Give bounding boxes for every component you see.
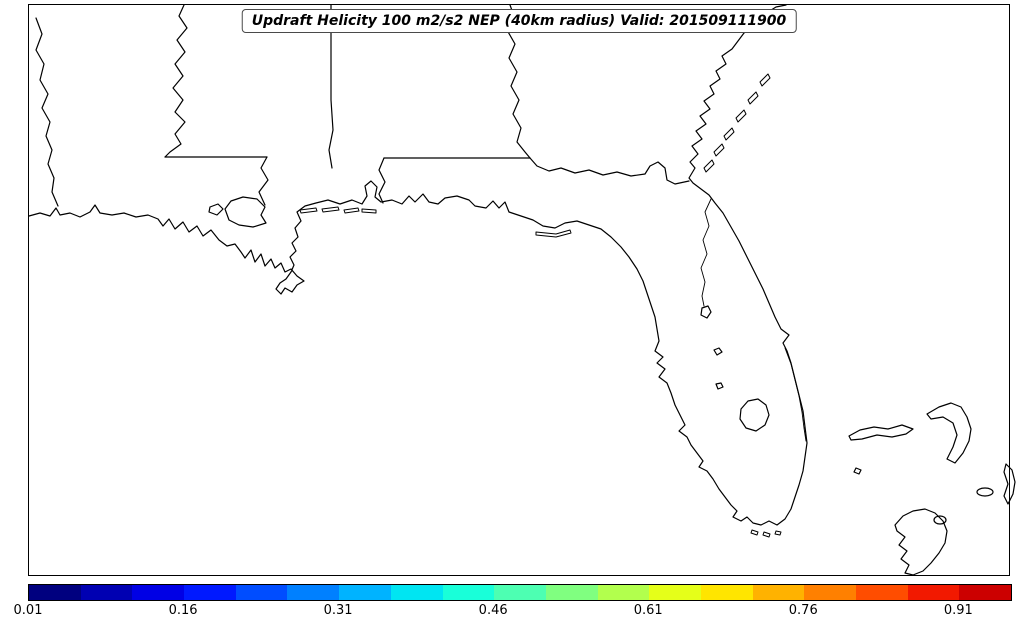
colorbar-tick-label: 0.16 [168,603,198,618]
colorbar-segment [649,585,701,600]
florida-keys-islet [762,531,771,538]
abaco-island [926,402,972,464]
lake-okeechobee [739,398,770,432]
colorbar-segment [184,585,236,600]
georgia-sea-island [713,143,725,157]
texas-louisiana-border [35,17,59,207]
colorbar-tick-label: 0.76 [788,603,818,618]
georgia-sea-island [747,91,759,105]
plot-title: Updraft Helicity 100 m2/s2 NEP (40km rad… [241,9,797,33]
colorbar-segment [907,585,960,600]
colorbar-tick-label: 0.46 [478,603,508,618]
small-lake [715,382,724,390]
mississippi-barrier-island [343,207,360,214]
andros-island [894,508,948,576]
colorbar-segment [339,585,391,600]
colorbar [28,584,1012,601]
grand-bahama-island [848,424,914,441]
st-johns-river [700,198,712,307]
colorbar-segment [442,585,495,600]
mississippi-river-border [164,4,188,158]
colorbar-tick-label: 0.31 [323,603,353,618]
florida-georgia-border [529,157,690,185]
mississippi-barrier-island [321,206,340,213]
georgia-sea-island [759,73,771,87]
barrier-islands [299,73,782,538]
colorbar-segment [494,585,546,600]
georgia-sea-island [723,127,735,141]
lake-george [700,305,712,319]
colorbar-segment [235,585,288,600]
colorbar-segment [959,585,1012,600]
apalachicola-barrier-island [535,229,572,238]
colorbar-tick-label: 0.61 [633,603,663,618]
georgia-sea-island [735,109,747,123]
colorbar-tick-label: 0.91 [943,603,973,618]
lake-maurepas [208,203,224,216]
lake-pontchartrain [224,196,267,228]
berry-islands [933,515,947,525]
colorbar-segment [132,585,185,600]
colorbar-segment [29,585,81,600]
state-borders [35,4,690,207]
colorbar-segment [752,585,805,600]
colorbar-gradient [29,585,1012,600]
georgia-sea-island [703,159,715,173]
coastline [28,4,808,526]
colorbar-ticks: 0.01 0.16 0.31 0.46 0.61 0.76 0.91 [14,603,1010,621]
colorbar-segment [80,585,133,600]
rivers [700,198,807,442]
mississippi-alabama-border [328,4,334,169]
colorbar-segment [700,585,753,600]
mississippi-barrier-island [299,207,318,214]
colorbar-segment [597,585,650,600]
perdido-river-border [378,157,386,204]
colorbar-segment [804,585,856,600]
bimini-islet [853,467,862,475]
florida-keys-islet [750,529,759,536]
gulf-atlantic-coastline [28,4,808,526]
indian-river-lagoon [784,347,807,442]
new-providence-island [976,487,994,497]
pearl-river-border [258,156,269,206]
eleuthera-island [1003,463,1016,505]
lakes [208,196,770,432]
bahamas-islands [848,402,1016,576]
colorbar-segment [856,585,908,600]
colorbar-segment [545,585,598,600]
florida-keys-islet [774,530,782,536]
small-lake [713,347,723,356]
plot-frame [28,4,1010,576]
dauphin-island [361,208,377,214]
colorbar-segment [287,585,340,600]
colorbar-tick-label: 0.01 [13,603,43,618]
colorbar-segment [390,585,443,600]
